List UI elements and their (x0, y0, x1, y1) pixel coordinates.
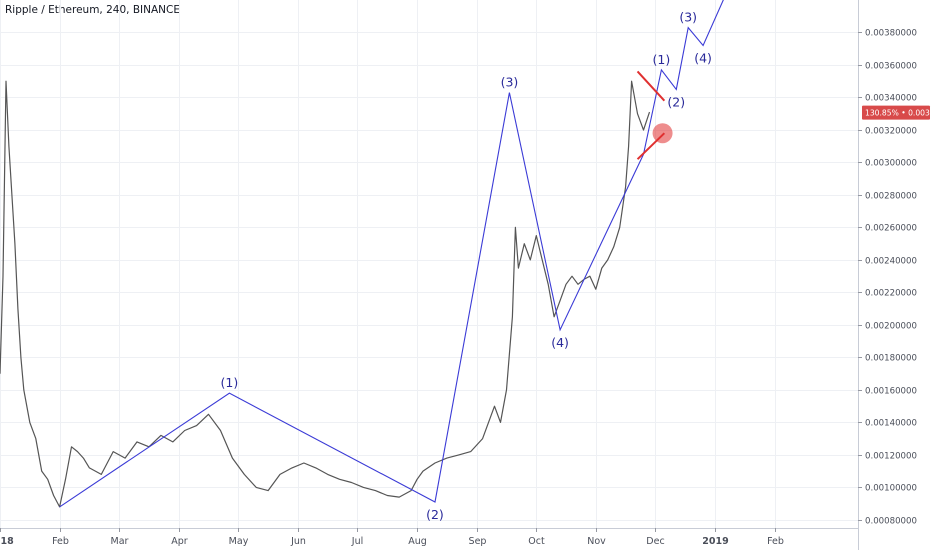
wave-label: (2) (667, 94, 685, 109)
price-tick-label: 0.00100000 (865, 484, 917, 494)
time-tick-label: May (229, 536, 249, 547)
price-tick-label: 0.00160000 (865, 387, 917, 397)
price-tick-label: 0.00200000 (865, 322, 917, 332)
time-tick-label: Sep (469, 536, 487, 547)
price-tick-label: 0.00360000 (865, 62, 917, 72)
time-tick-label: Oct (528, 536, 545, 547)
price-tick-label: 0.00180000 (865, 354, 917, 364)
price-tick-label: 0.00260000 (865, 224, 917, 234)
price-line (0, 80, 651, 508)
time-tick-label: Jun (290, 536, 306, 547)
wave-label: (2) (426, 507, 444, 522)
time-axis: 2018 Feb Mar Apr May Jun Jul Aug Sep Oct Nov Dec 201… (0, 528, 858, 550)
elliott-wave-path[interactable] (59, 0, 727, 508)
wave-label: (1) (653, 52, 671, 67)
price-tick-label: 0.00320000 (865, 127, 917, 137)
wave-annotations: (1)(2)(3)(4)(1)(2)(3)(4)(5) (221, 10, 712, 522)
wave-label: (4) (551, 335, 569, 350)
time-tick-label: Aug (408, 536, 427, 547)
price-tick-label: 0.00340000 (865, 94, 917, 104)
price-tick-label: 0.00300000 (865, 159, 917, 169)
time-tick-label: Apr (171, 536, 188, 547)
triangle-upper-line[interactable] (636, 70, 666, 102)
price-axis: 0.00080000 0.00100000 0.00120000 0.00140000… (858, 0, 932, 550)
price-series (0, 80, 651, 508)
triangle-apex-marker[interactable] (652, 123, 673, 144)
current-price-label: 130.85% • 0.00330641 (865, 109, 932, 118)
time-axis-bg (0, 528, 858, 550)
triangle-pattern (636, 70, 673, 160)
grid-lines (0, 0, 858, 528)
price-tick-label: 0.00380000 (865, 29, 917, 39)
time-tick-label: 2018 (0, 536, 14, 547)
price-tick-label: 0.00220000 (865, 289, 917, 299)
price-axis-bg (858, 0, 932, 550)
wave-label: (3) (501, 75, 519, 90)
price-tick-label: 0.00080000 (865, 517, 917, 527)
time-tick-label: Feb (767, 536, 784, 547)
wave-label: (4) (694, 50, 712, 65)
time-tick-label: 2019 (702, 536, 728, 547)
elliott-wave-lines (59, 0, 727, 508)
wave-label: (3) (679, 10, 697, 25)
time-tick-label: Feb (52, 536, 69, 547)
current-price-tag (862, 105, 930, 120)
price-tick-label: 0.00140000 (865, 419, 917, 429)
price-tag-group: 130.85% • 0.00330641 (862, 105, 932, 120)
time-tick-label: Dec (646, 536, 664, 547)
time-tick-label: Nov (587, 536, 606, 547)
time-tick-label: Mar (111, 536, 129, 547)
wave-label: (1) (221, 375, 239, 390)
price-tick-label: 0.00280000 (865, 192, 917, 202)
symbol-title: Ripple / Ethereum, 240, BINANCE (5, 4, 180, 16)
price-tick-label: 0.00240000 (865, 257, 917, 267)
price-tick-label: 0.00120000 (865, 452, 917, 462)
time-tick-label: Jul (351, 536, 363, 547)
